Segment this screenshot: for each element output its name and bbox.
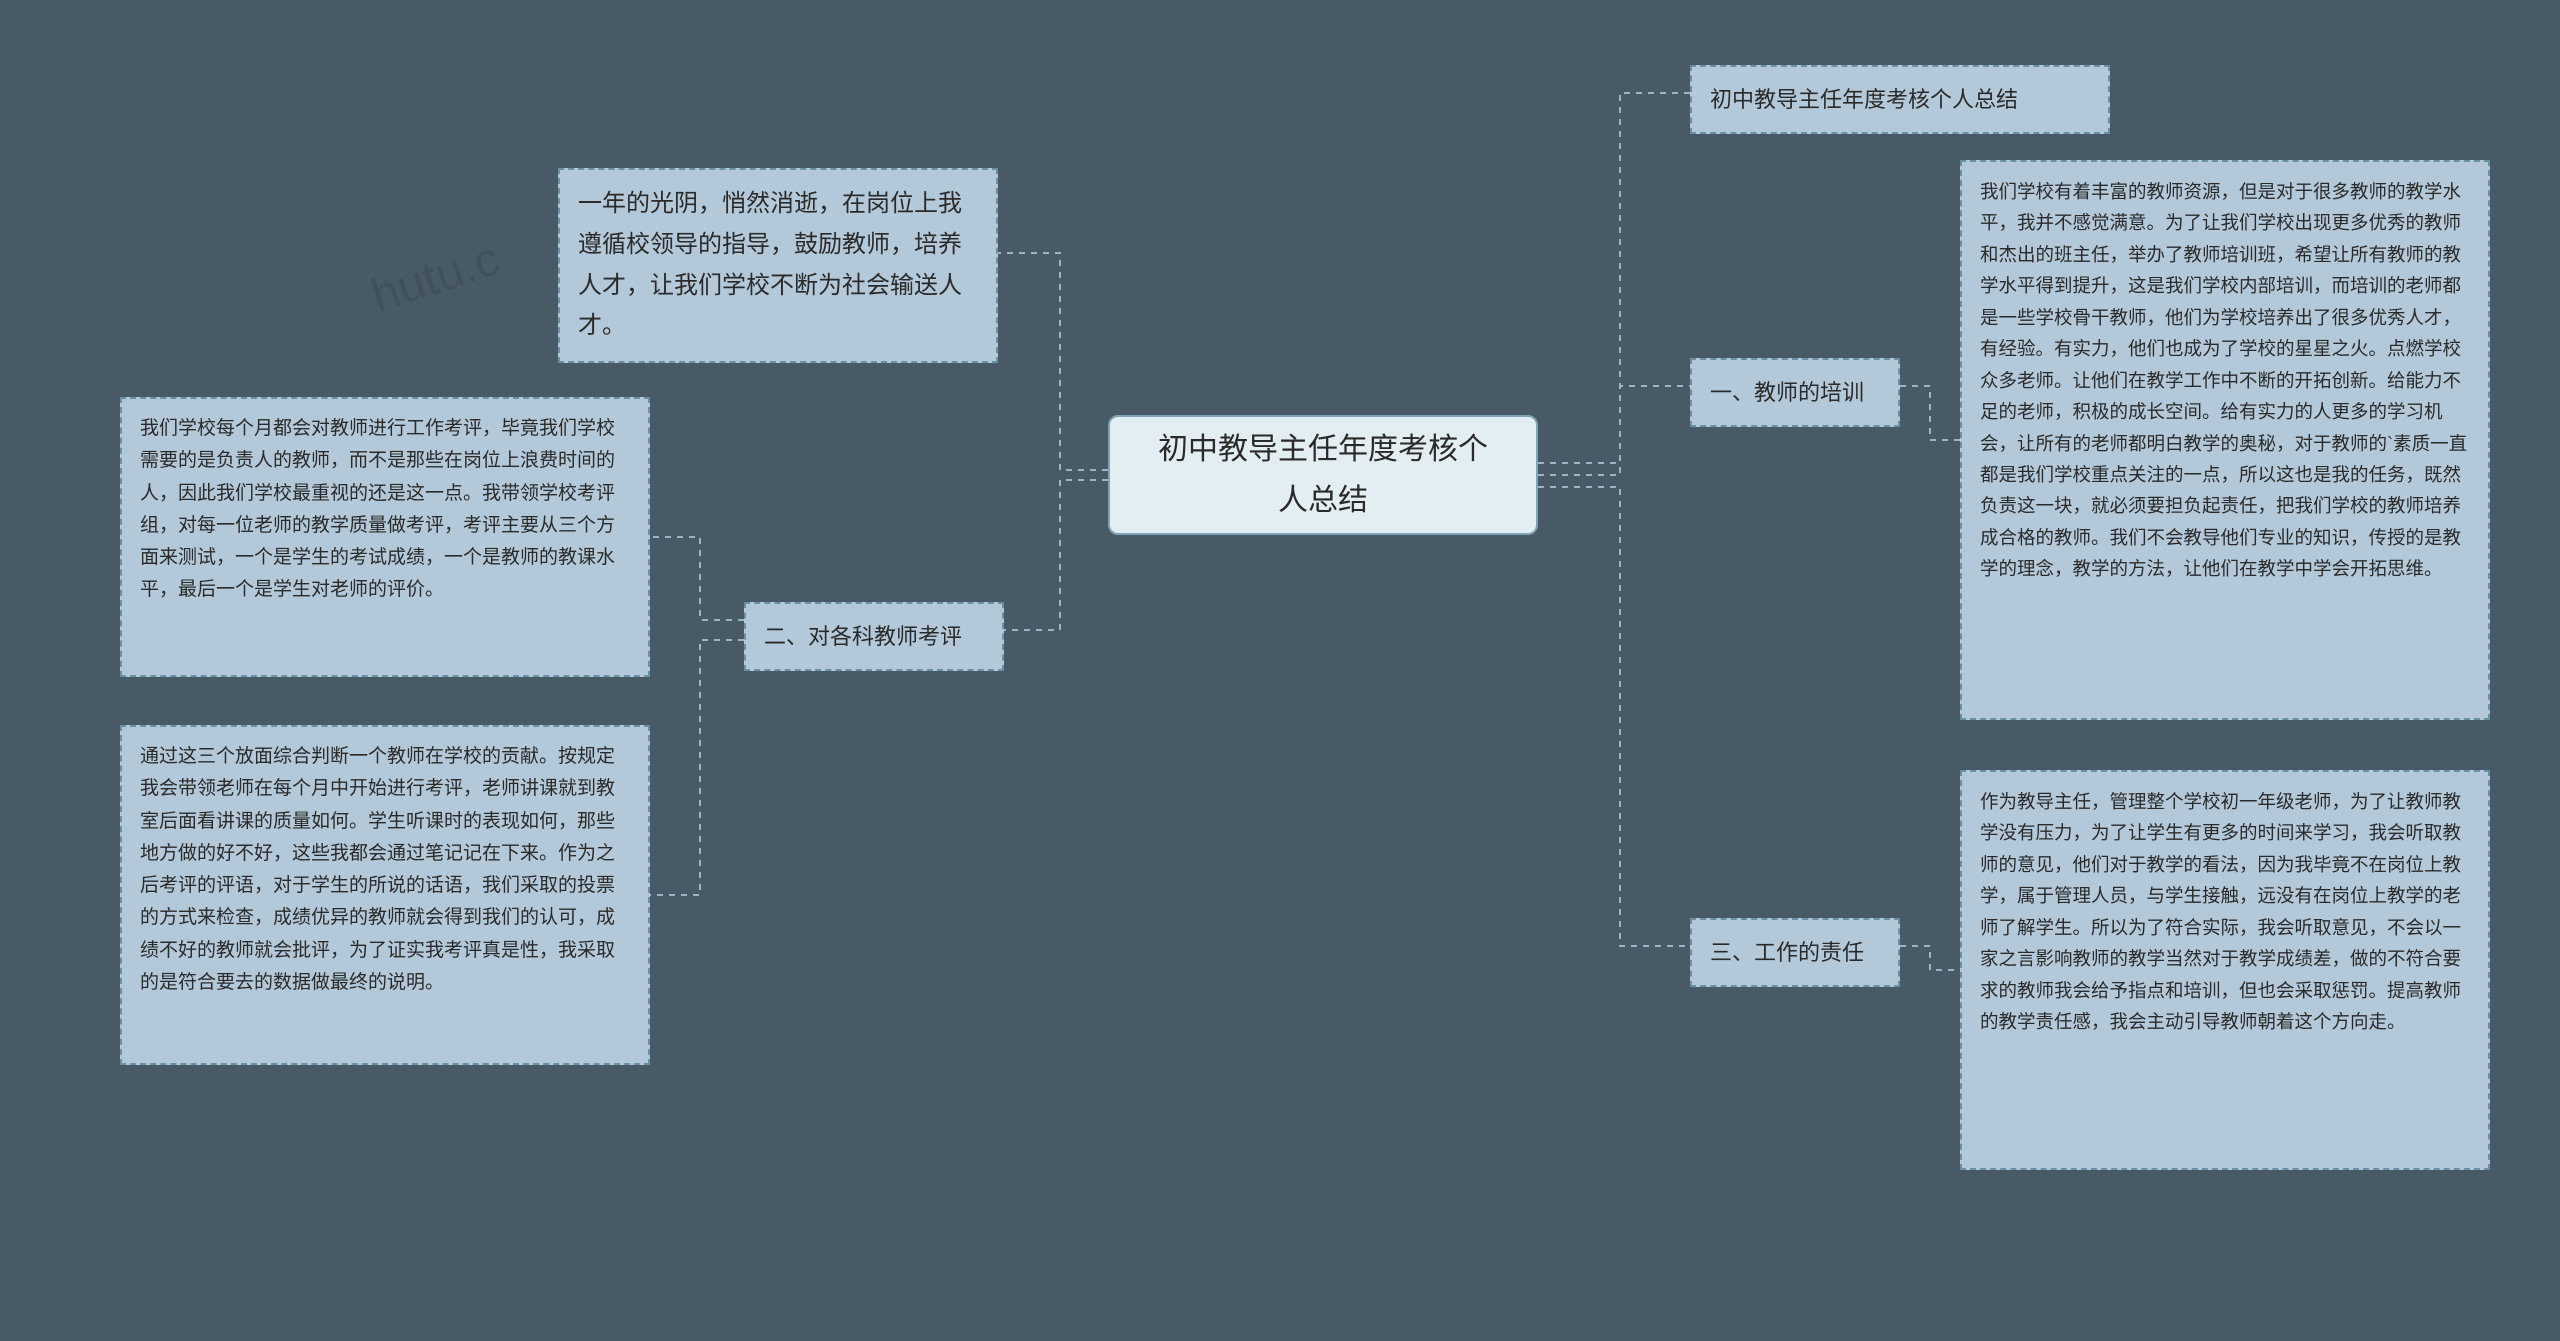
node-sec3_body: 作为教导主任，管理整个学校初一年级老师，为了让教师教学没有压力，为了让学生有更多… (1960, 770, 2490, 1170)
connector-path (1900, 386, 1960, 440)
connector-path (1538, 93, 1690, 463)
node-text-sec3_body: 作为教导主任，管理整个学校初一年级老师，为了让教师教学没有压力，为了让学生有更多… (1980, 791, 2461, 1032)
connector-path (650, 640, 744, 895)
node-intro: 一年的光阴，悄然消逝，在岗位上我遵循校领导的指导，鼓励教师，培养人才，让我们学校… (558, 168, 998, 363)
watermark: hutu.c (365, 231, 506, 324)
node-text-intro: 一年的光阴，悄然消逝，在岗位上我遵循校领导的指导，鼓励教师，培养人才，让我们学校… (578, 190, 962, 339)
connector-path (1538, 386, 1690, 475)
node-text-sec2_title: 二、对各科教师考评 (764, 624, 962, 649)
node-text-sec1_title: 一、教师的培训 (1710, 380, 1864, 405)
node-sec2_p2: 通过这三个放面综合判断一个教师在学校的贡献。按规定我会带领老师在每个月中开始进行… (120, 725, 650, 1065)
connector-path (998, 253, 1108, 470)
node-text-top_title: 初中教导主任年度考核个人总结 (1710, 87, 2018, 112)
node-sec1_title: 一、教师的培训 (1690, 358, 1900, 427)
node-text-sec1_body: 我们学校有着丰富的教师资源，但是对于很多教师的教学水平，我并不感觉满意。为了让我… (1980, 181, 2467, 579)
connector-path (650, 537, 744, 620)
node-sec2_title: 二、对各科教师考评 (744, 602, 1004, 671)
connector-path (1900, 946, 1960, 970)
connector-path (1538, 487, 1690, 946)
node-sec2_p1: 我们学校每个月都会对教师进行工作考评，毕竟我们学校需要的是负责人的教师，而不是那… (120, 397, 650, 677)
center-node: 初中教导主任年度考核个人总结 (1108, 415, 1538, 535)
node-text-sec2_p1: 我们学校每个月都会对教师进行工作考评，毕竟我们学校需要的是负责人的教师，而不是那… (140, 418, 615, 600)
node-text-sec3_title: 三、工作的责任 (1710, 940, 1864, 965)
node-sec1_body: 我们学校有着丰富的教师资源，但是对于很多教师的教学水平，我并不感觉满意。为了让我… (1960, 160, 2490, 720)
node-top_title: 初中教导主任年度考核个人总结 (1690, 65, 2110, 134)
connector-path (1004, 480, 1108, 630)
node-sec3_title: 三、工作的责任 (1690, 918, 1900, 987)
center-node-text: 初中教导主任年度考核个人总结 (1158, 424, 1488, 526)
node-text-sec2_p2: 通过这三个放面综合判断一个教师在学校的贡献。按规定我会带领老师在每个月中开始进行… (140, 746, 615, 993)
